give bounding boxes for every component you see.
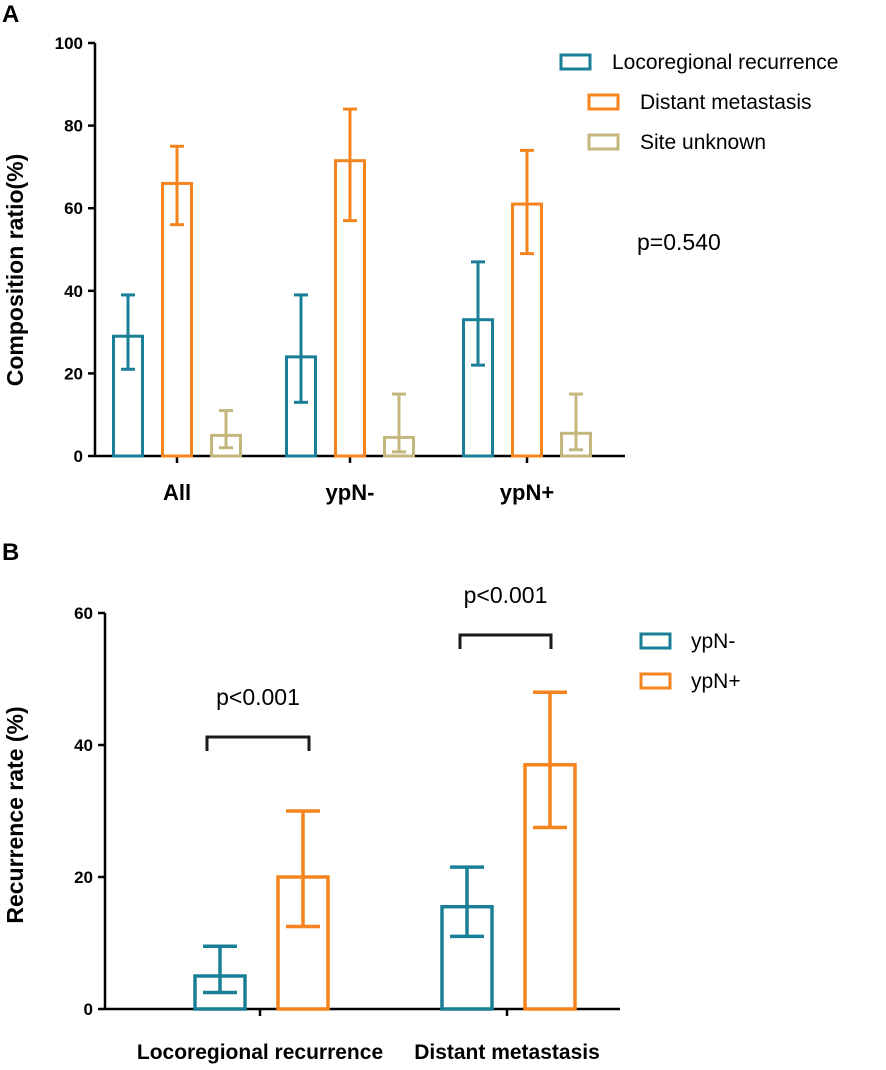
panel-a-ytick-label: 0 — [74, 447, 83, 466]
panel-b-category-label: Distant metastasis — [414, 1041, 600, 1064]
panel-a-error-bar — [219, 409, 233, 450]
panel-a-ytick-label: 100 — [55, 34, 83, 53]
panel-a-legend-label: Distant metastasis — [640, 91, 812, 114]
panel-b-bars — [193, 690, 577, 1011]
panel-a-error-bar — [343, 107, 357, 223]
panel-a-bars — [112, 107, 592, 458]
panel-a-legend: Locoregional recurrence Distant metastasi… — [559, 51, 838, 154]
panel-b-legend-label: ypN- — [691, 630, 735, 653]
panel-b-ytick-label: 20 — [74, 868, 93, 887]
panel-b-letter: B — [2, 539, 19, 566]
panel-a-error-bar — [471, 260, 485, 367]
panel-b-legend-swatch — [639, 632, 672, 650]
panel-b-p-value: p<0.001 — [216, 684, 300, 710]
panel-a-ylabel: Composition ratio(%) — [2, 154, 28, 387]
panel-a-legend-swatch — [559, 53, 592, 71]
panel-a-category-label: ypN+ — [500, 480, 554, 505]
panel-b-error-bar — [450, 865, 484, 939]
panel-b-p-value: p<0.001 — [464, 582, 548, 608]
panel-a-error-bar — [569, 392, 583, 452]
panel-b-ytick-label: 40 — [74, 736, 93, 755]
panel-a-error-bar — [520, 148, 534, 256]
panel-a-ytick-label: 40 — [64, 282, 83, 301]
panel-b-error-bar — [286, 809, 320, 929]
panel-a-ytick-label: 20 — [64, 364, 83, 383]
panel-b-significance-bracket — [205, 735, 311, 751]
panel-b-legend: ypN-ypN+ — [639, 630, 741, 693]
panel-a-legend-label: Locoregional recurrence — [612, 51, 838, 74]
panel-a-ytick-label: 80 — [64, 117, 83, 136]
panel-a-legend-swatch — [587, 93, 620, 111]
panel-a-category-label: All — [163, 480, 191, 505]
panel-b-legend-label: ypN+ — [691, 670, 741, 693]
panel-b-ylabel: Recurrence rate (%) — [2, 706, 28, 923]
panel-a-legend-label: Site unknown — [640, 131, 766, 154]
panel-a-legend-swatch — [587, 133, 620, 151]
panel-a-error-bar — [294, 293, 308, 404]
panel-a-ytick-label: 60 — [64, 199, 83, 218]
panel-b-significance: p<0.001 p<0.001 — [205, 582, 553, 751]
panel-b-category-label: Locoregional recurrence — [137, 1041, 383, 1064]
panel-a-letter: A — [2, 1, 19, 28]
panel-a-p-value: p=0.540 — [637, 229, 721, 255]
panel-b-axes: 0 20 40 60 Locoregional recurrence Distant me… — [74, 604, 620, 1064]
panel-a-error-bar — [392, 392, 406, 454]
panel-b-ytick-label: 0 — [84, 1000, 93, 1019]
panel-b-ytick-label: 60 — [74, 604, 93, 623]
panel-b-significance-bracket — [458, 633, 553, 649]
panel-a-error-bar — [121, 293, 135, 371]
panel-a-error-bar — [170, 144, 184, 227]
panel-b-legend-swatch — [639, 672, 672, 690]
panel-b-error-bar — [533, 690, 567, 830]
panel-a-category-label: ypN- — [326, 480, 375, 505]
panel-a-axes: 0 20 40 60 80 100 All ypN-ypN+ — [55, 34, 625, 505]
panel-b-error-bar — [203, 944, 237, 995]
